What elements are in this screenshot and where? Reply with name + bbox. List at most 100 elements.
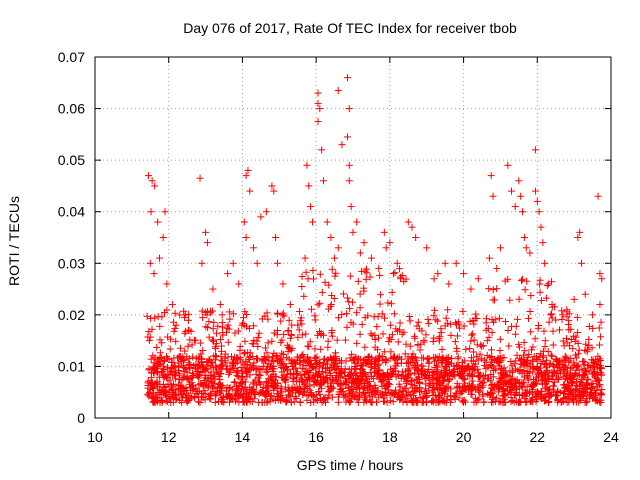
data-point <box>174 354 182 362</box>
data-point <box>280 364 288 372</box>
data-point <box>548 369 556 377</box>
data-point <box>291 360 299 368</box>
data-point <box>563 339 571 347</box>
data-point <box>431 357 439 365</box>
data-point <box>539 239 547 247</box>
data-point <box>419 367 427 375</box>
data-point <box>490 386 498 394</box>
data-point <box>306 338 314 346</box>
data-point <box>412 234 420 241</box>
data-point <box>435 374 443 382</box>
data-point <box>323 374 331 382</box>
data-point <box>441 259 449 267</box>
data-point <box>212 352 220 360</box>
data-point <box>570 295 578 303</box>
data-point <box>469 330 477 338</box>
data-point <box>412 399 420 407</box>
data-point <box>375 354 383 362</box>
data-point <box>447 320 455 328</box>
data-point <box>268 182 276 190</box>
data-point <box>582 340 590 348</box>
data-point <box>185 364 193 372</box>
data-point <box>579 372 587 380</box>
data-point <box>379 357 387 365</box>
data-point <box>357 361 365 369</box>
data-point <box>320 177 328 185</box>
data-point <box>457 370 465 378</box>
data-point <box>460 398 468 406</box>
data-point <box>533 393 541 401</box>
data-point <box>346 272 354 280</box>
data-point <box>346 354 354 362</box>
data-point <box>533 365 541 373</box>
data-point <box>202 323 210 331</box>
data-point <box>366 273 374 281</box>
data-point <box>335 314 343 322</box>
data-point <box>504 161 512 169</box>
data-point <box>434 398 442 406</box>
data-point <box>596 270 604 278</box>
data-point <box>341 365 349 373</box>
data-point <box>212 362 220 370</box>
data-point <box>179 353 187 361</box>
data-point <box>153 378 161 386</box>
data-point <box>574 234 582 241</box>
data-point <box>274 310 282 318</box>
data-point <box>576 228 584 236</box>
data-point <box>343 133 351 141</box>
data-point <box>314 99 322 107</box>
data-point <box>345 298 353 306</box>
data-point <box>527 292 535 300</box>
data-point <box>562 335 570 343</box>
data-point <box>178 376 186 384</box>
data-point <box>268 353 276 361</box>
data-point <box>374 334 382 342</box>
data-point <box>365 378 373 386</box>
data-point <box>216 363 224 371</box>
data-point <box>324 395 332 403</box>
data-point <box>543 377 551 385</box>
data-point <box>488 328 496 336</box>
data-point <box>294 333 302 341</box>
data-point <box>230 379 238 387</box>
data-point <box>153 359 161 367</box>
data-point <box>338 384 346 392</box>
data-point <box>297 371 305 379</box>
data-point <box>499 392 507 400</box>
data-point <box>425 320 433 328</box>
data-point <box>145 328 153 336</box>
data-point <box>508 397 516 405</box>
data-point <box>302 362 310 370</box>
data-point <box>560 356 568 364</box>
data-point <box>246 349 254 357</box>
data-point <box>226 393 234 401</box>
data-point <box>307 203 315 211</box>
data-point <box>183 375 191 383</box>
data-point <box>182 397 190 405</box>
data-point <box>493 285 501 293</box>
data-point <box>216 383 224 391</box>
data-point <box>209 325 217 333</box>
data-point <box>413 366 421 374</box>
data-point <box>345 105 353 113</box>
data-point <box>502 367 510 375</box>
data-point <box>559 389 567 397</box>
data-point <box>238 372 246 380</box>
data-point <box>432 316 440 324</box>
data-point <box>324 337 332 345</box>
data-point <box>145 337 153 345</box>
data-point <box>534 321 542 329</box>
data-point <box>553 375 561 383</box>
data-point <box>211 398 219 406</box>
data-point <box>519 208 527 216</box>
data-point <box>268 358 276 366</box>
data-point <box>288 321 296 329</box>
data-point <box>597 357 605 365</box>
data-point <box>318 288 326 296</box>
data-point <box>387 321 395 329</box>
data-point <box>464 371 472 379</box>
data-point <box>598 275 606 283</box>
data-point <box>515 295 523 303</box>
data-point <box>216 336 224 344</box>
data-point <box>158 313 166 321</box>
